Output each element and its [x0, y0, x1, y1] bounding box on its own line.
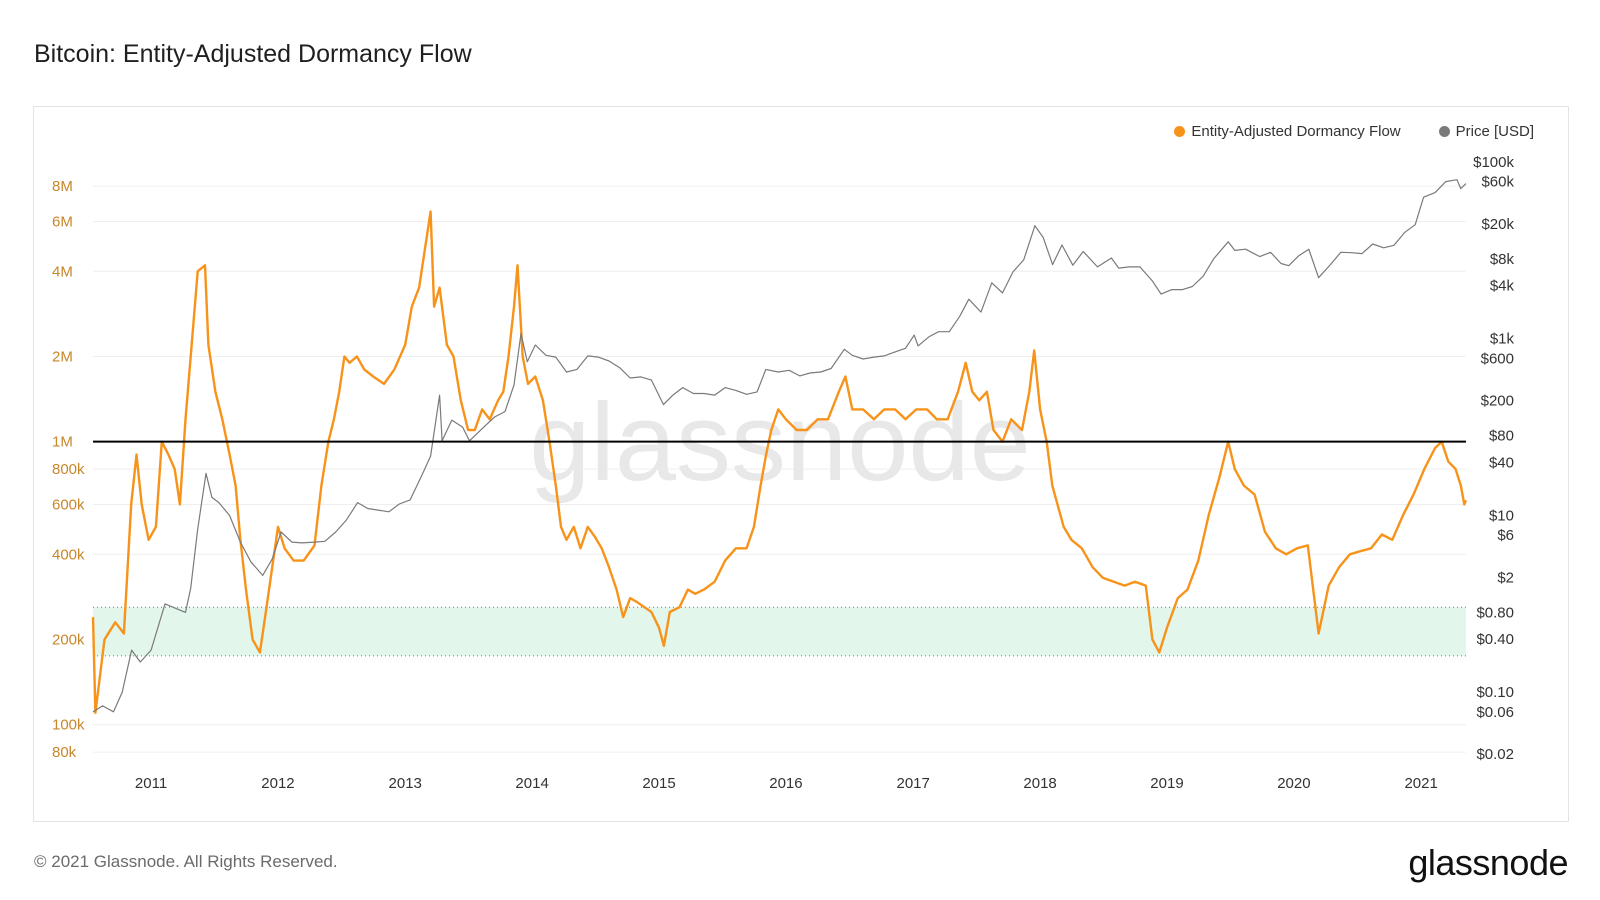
legend-price-label: Price [USD]: [1455, 123, 1534, 140]
y-right-tick-label: $40: [1489, 454, 1514, 471]
y-left-tick-label: 80k: [52, 744, 77, 761]
y-right-tick-label: $10: [1489, 507, 1514, 524]
legend-item-dormancy[interactable]: Entity-Adjusted Dormancy Flow: [1174, 123, 1401, 140]
y-right-tick-label: $2: [1497, 569, 1514, 586]
y-right-tick-label: $20k: [1481, 216, 1514, 233]
x-tick-label: 2012: [261, 775, 294, 792]
chart-frame: [33, 106, 1569, 822]
x-tick-label: 2015: [642, 775, 675, 792]
series-line-dormancy-flow: [91, 210, 1468, 715]
legend-dormancy-label: Entity-Adjusted Dormancy Flow: [1191, 123, 1401, 140]
legend-price-circle-icon: [1438, 126, 1450, 137]
x-tick-label: 2018: [1023, 775, 1056, 792]
y-left-tick-label: 8M: [52, 178, 73, 195]
series-line-price: [92, 179, 1467, 713]
y-right-tick-label: $0.06: [1476, 704, 1514, 721]
y-right-tick-label: $0.10: [1476, 684, 1514, 701]
x-tick-label: 2017: [896, 775, 929, 792]
copyright-footer: © 2021 Glassnode. All Rights Reserved.: [34, 852, 338, 871]
brand-logo: glassnode: [1408, 842, 1568, 883]
x-tick-label: 2016: [769, 775, 802, 792]
y-left-tick-label: 4M: [52, 263, 73, 280]
y-left-tick-label: 2M: [52, 348, 73, 365]
y-left-tick-label: 600k: [52, 496, 85, 513]
y-left-tick-label: 1M: [52, 434, 73, 451]
y-right-tick-label: $0.80: [1476, 604, 1514, 621]
y-right-tick-label: $1k: [1490, 331, 1515, 348]
chart-title: Bitcoin: Entity-Adjusted Dormancy Flow: [34, 40, 472, 68]
x-tick-label: 2019: [1150, 775, 1183, 792]
y-right-tick-label: $6: [1497, 527, 1514, 544]
y-left-tick-label: 800k: [52, 461, 85, 478]
x-tick-label: 2014: [515, 775, 548, 792]
chart-legend: Entity-Adjusted Dormancy Flow Price [USD…: [1174, 123, 1534, 140]
y-right-tick-label: $100k: [1473, 154, 1514, 171]
accumulation-band: [93, 607, 1466, 656]
y-left-tick-label: 200k: [52, 631, 85, 648]
x-tick-label: 2013: [389, 775, 422, 792]
y-right-tick-label: $80: [1489, 428, 1514, 445]
y-right-tick-label: $8k: [1490, 251, 1515, 268]
y-right-tick-label: $60k: [1481, 174, 1514, 191]
legend-item-price[interactable]: Price [USD]: [1438, 123, 1534, 140]
y-left-tick-label: 6M: [52, 213, 73, 230]
legend-dormancy-circle-icon: [1174, 126, 1186, 137]
y-right-tick-label: $200: [1481, 393, 1514, 410]
y-right-tick-label: $0.40: [1476, 631, 1514, 648]
x-tick-label: 2021: [1404, 775, 1437, 792]
y-left-tick-label: 400k: [52, 546, 85, 563]
y-right-tick-label: $0.02: [1476, 746, 1514, 763]
x-tick-label: 2011: [135, 775, 167, 792]
y-left-tick-label: 100k: [52, 717, 85, 734]
y-right-tick-label: $600: [1481, 350, 1514, 367]
x-tick-label: 2020: [1277, 775, 1310, 792]
y-right-tick-label: $4k: [1490, 278, 1515, 295]
